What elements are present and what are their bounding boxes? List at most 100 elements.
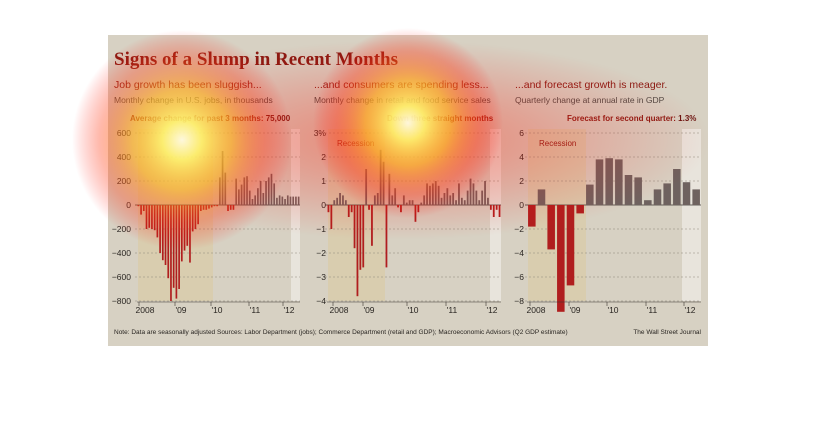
- y-tick-label: −800: [112, 296, 131, 306]
- chart-annotation: Down three straight months: [387, 114, 494, 123]
- bar: [243, 177, 246, 205]
- bar: [644, 200, 652, 205]
- bar: [557, 205, 565, 312]
- bar: [673, 169, 681, 205]
- bar: [414, 205, 417, 222]
- annotation-label: Forecast for second quarter:: [567, 114, 678, 123]
- y-tick-label: 0: [126, 200, 131, 210]
- bar: [362, 205, 365, 268]
- recession-label: Recession: [337, 139, 374, 148]
- credit: The Wall Street Journal: [633, 329, 701, 336]
- y-tick-label: −400: [112, 248, 131, 258]
- x-tick-label: '12: [486, 305, 497, 315]
- bar: [156, 205, 159, 238]
- graphic-title: Signs of a Slump in Recent Months: [114, 49, 398, 70]
- bar: [295, 196, 297, 205]
- bar: [281, 196, 284, 205]
- bar: [267, 177, 270, 205]
- bar: [489, 205, 492, 210]
- bar: [262, 193, 265, 205]
- bar: [200, 205, 202, 211]
- bar: [202, 205, 205, 210]
- bar: [547, 205, 555, 250]
- bar: [492, 205, 495, 217]
- bar: [469, 178, 472, 205]
- bar: [213, 205, 216, 207]
- bar: [443, 193, 446, 205]
- bar: [484, 181, 486, 205]
- x-tick-label: '09: [363, 305, 374, 315]
- bar: [297, 196, 300, 205]
- bar: [388, 173, 391, 205]
- bar: [373, 195, 376, 205]
- bar: [615, 159, 623, 205]
- bar: [229, 205, 232, 210]
- bar: [197, 205, 199, 225]
- bar: [246, 176, 248, 205]
- bar: [595, 159, 604, 205]
- bar: [423, 195, 426, 205]
- bar: [342, 195, 344, 205]
- bar: [437, 185, 440, 205]
- y-tick-label: 6: [519, 128, 524, 138]
- chart-subtitle: Monthly change in retail and food servic…: [314, 95, 491, 105]
- x-tick-label: '11: [447, 305, 458, 315]
- bar: [566, 205, 575, 286]
- bar: [333, 200, 336, 205]
- x-tick-label: '11: [250, 305, 261, 315]
- bar: [624, 175, 633, 205]
- bar: [161, 205, 164, 261]
- bar: [276, 197, 278, 205]
- x-tick-label: '12: [684, 305, 695, 315]
- bar: [194, 205, 197, 229]
- y-tick-label: −3: [316, 272, 326, 282]
- bar: [586, 184, 594, 205]
- bar: [692, 189, 700, 205]
- bar: [227, 205, 229, 211]
- bar: [286, 195, 289, 205]
- bar: [289, 196, 292, 205]
- y-tick-label: −200: [112, 224, 131, 234]
- bar: [405, 202, 408, 205]
- bar: [259, 181, 262, 205]
- bar: [189, 205, 191, 263]
- chart-retail: ...and consumers are spending less... Mon…: [314, 79, 501, 315]
- chart-jobs: Job growth has been sluggish... Monthly c…: [112, 79, 300, 315]
- y-tick-label: 0: [519, 200, 524, 210]
- bar: [495, 205, 498, 210]
- bar: [663, 183, 671, 205]
- x-tick-label: '11: [647, 305, 658, 315]
- bar: [353, 205, 356, 249]
- bar: [142, 205, 145, 211]
- x-tick-label: 2008: [136, 305, 155, 315]
- chart-annotation: Average change for past 3 months: 75,000: [130, 114, 291, 123]
- recession-band: [528, 129, 586, 301]
- bar: [472, 183, 475, 205]
- x-tick-label: '09: [175, 305, 186, 315]
- y-tick-label: 400: [117, 152, 131, 162]
- bar: [537, 189, 546, 205]
- bar: [186, 205, 189, 246]
- bar: [265, 181, 267, 205]
- bar: [278, 195, 281, 205]
- bar: [429, 185, 431, 205]
- recent-period-band: [682, 129, 701, 301]
- bar: [463, 200, 466, 205]
- bar: [394, 188, 397, 205]
- chart-gdp: ...and forecast growth is meager. Quarter…: [514, 79, 701, 315]
- x-tick-label: '10: [607, 305, 618, 315]
- bar: [219, 177, 221, 205]
- chart-title: ...and forecast growth is meager.: [515, 79, 667, 91]
- chart-subtitle: Monthly change in U.S. jobs, in thousand…: [114, 95, 273, 105]
- bar: [221, 151, 224, 205]
- y-tick-label: −2: [514, 224, 524, 234]
- bar: [284, 199, 286, 205]
- bar: [417, 205, 420, 213]
- bar: [411, 200, 414, 205]
- bar: [376, 193, 379, 205]
- bar: [183, 205, 186, 251]
- bar: [216, 205, 218, 207]
- bar: [205, 205, 208, 210]
